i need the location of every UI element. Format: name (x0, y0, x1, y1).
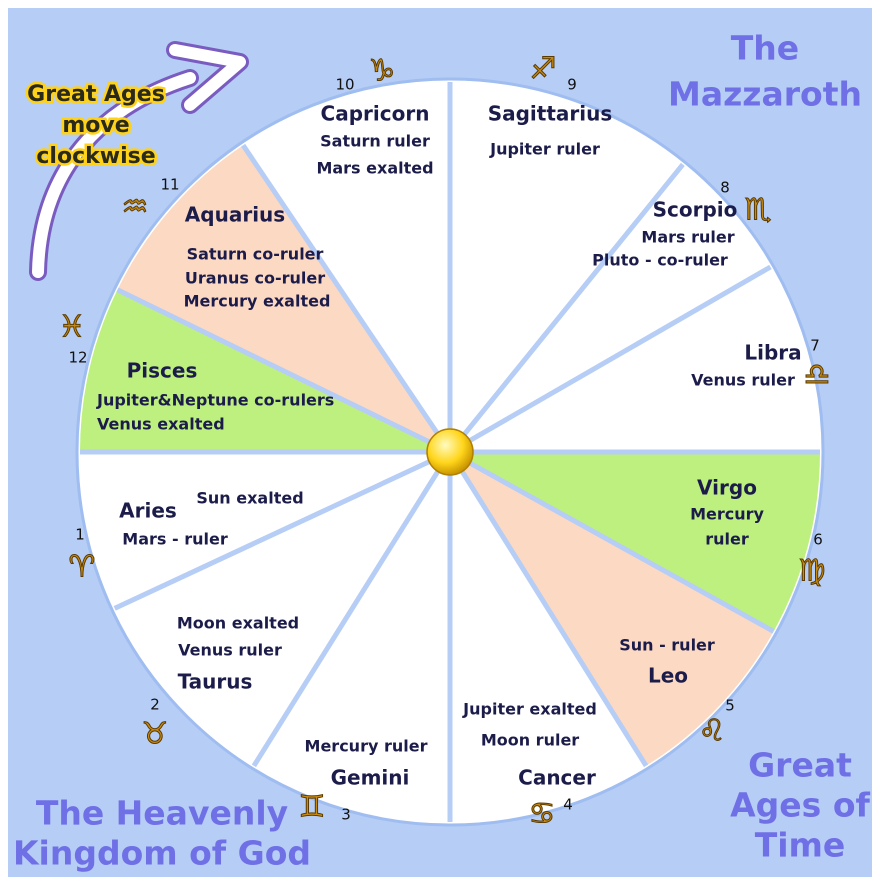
note: move (62, 113, 129, 138)
sign-name: Gemini (331, 766, 410, 790)
sign-detail: Sun exalted (196, 489, 303, 508)
sign-number: 2 (150, 696, 160, 714)
sign-name: Capricorn (321, 102, 430, 126)
sign-detail: Jupiter&Neptune co-rulers (96, 391, 334, 410)
sign-detail: Saturn co-ruler (187, 245, 324, 264)
sign-number: 6 (813, 531, 823, 549)
caption-left: Kingdom of God (13, 834, 311, 873)
sign-number: 3 (341, 806, 351, 824)
sign-detail: Pluto - co-ruler (592, 251, 728, 270)
sign-number: 1 (75, 526, 85, 544)
sign-detail: Moon ruler (481, 731, 579, 750)
title: Mazzaroth (668, 75, 862, 114)
sign-symbol: ♑ (369, 54, 396, 89)
sign-detail: Mars exalted (316, 159, 433, 178)
title: The (731, 29, 799, 68)
sign-name: Pisces (127, 359, 198, 383)
sign-symbol: ♏ (745, 193, 772, 228)
caption-right: Ages of (730, 786, 870, 825)
sign-symbol: ♌ (699, 714, 726, 749)
sign-symbol: ♓ (59, 310, 86, 345)
sign-detail: Saturn ruler (320, 132, 430, 151)
sign-symbol: ♉ (142, 717, 169, 752)
sign-number: 7 (810, 337, 820, 355)
sign-number: 5 (725, 697, 735, 715)
sign-detail: Mercury exalted (184, 292, 331, 311)
caption-right: Time (755, 826, 846, 865)
sign-detail: Moon exalted (177, 614, 299, 633)
caption-left: The Heavenly (36, 794, 288, 833)
sign-number: 10 (335, 76, 354, 94)
sign-detail: Venus exalted (97, 415, 225, 434)
sign-name: Leo (648, 664, 688, 688)
sign-detail: Mars - ruler (122, 530, 228, 549)
sign-number: 4 (563, 796, 573, 814)
note: Great Ages (27, 82, 165, 107)
sign-detail: Jupiter exalted (462, 700, 597, 719)
sign-detail: Venus ruler (691, 371, 795, 390)
sign-name: Libra (744, 341, 801, 365)
sign-detail: Sun - ruler (619, 636, 715, 655)
sign-number: 9 (567, 76, 577, 94)
sign-symbol: ♊ (299, 790, 326, 825)
sun (427, 429, 473, 475)
sign-detail: Jupiter ruler (489, 140, 600, 159)
sign-number: 11 (160, 176, 179, 194)
sign-detail: Mercury (690, 505, 764, 524)
sign-name: Taurus (178, 670, 253, 694)
note: clockwise (36, 144, 155, 169)
sign-number: 12 (68, 349, 87, 367)
sign-symbol: ♈ (69, 550, 96, 585)
sign-name: Cancer (518, 766, 596, 790)
sign-number: 8 (720, 179, 730, 197)
sign-symbol: ♒ (122, 190, 149, 225)
sign-symbol: ♐ (530, 52, 557, 87)
sign-name: Aquarius (185, 203, 285, 227)
sign-detail: ruler (705, 530, 749, 549)
sign-detail: Uranus co-ruler (185, 269, 325, 288)
sign-symbol: ♎ (804, 358, 831, 393)
sign-symbol: ♍ (799, 554, 826, 589)
sign-detail: Mercury ruler (305, 737, 428, 756)
caption-right: Great (748, 746, 852, 785)
sign-symbol: ♋ (529, 797, 556, 832)
sign-name: Virgo (697, 476, 757, 500)
sign-name: Sagittarius (488, 102, 613, 126)
sign-detail: Mars ruler (641, 228, 734, 247)
sign-name: Scorpio (653, 198, 738, 222)
diagram: Aries Sun exalted Mars - ruler 1 ♈ Taurus Moon… (0, 0, 880, 885)
sign-detail: Venus ruler (178, 641, 282, 660)
sign-name: Aries (119, 499, 177, 523)
